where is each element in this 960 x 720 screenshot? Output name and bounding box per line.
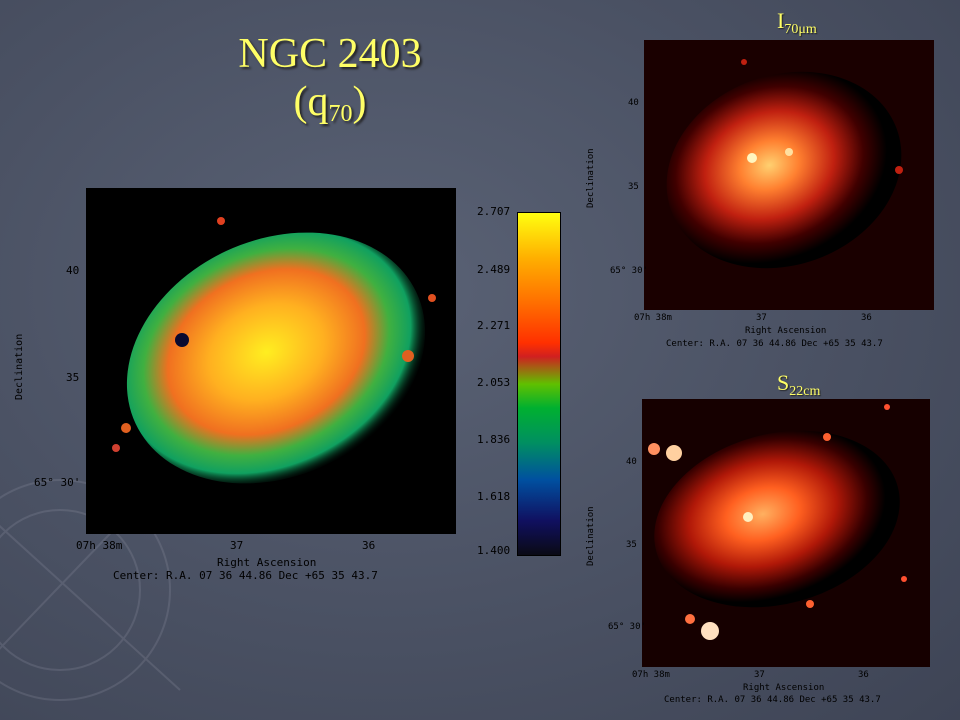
bottom-ylabel: Declination [586, 506, 596, 566]
bottom-dec-tick-30: 65° 30' [608, 622, 646, 632]
top-center-line: Center: R.A. 07 36 44.86 Dec +65 35 43.7 [666, 339, 883, 349]
main-ra-tick-36: 36 [362, 539, 376, 552]
top-ra-tick-38: 07h 38m [634, 313, 672, 323]
s22-label: S22cm [777, 370, 821, 399]
top-dec-tick-35: 35 [628, 182, 639, 192]
bottom-ra-tick-36: 36 [858, 670, 869, 680]
main-ra-tick-37: 37 [230, 539, 244, 552]
q70-map-image [86, 188, 456, 534]
top-ra-tick-37: 37 [756, 313, 767, 323]
main-center-line: Center: R.A. 07 36 44.86 Dec +65 35 43.7 [113, 569, 378, 582]
top-dec-tick-40: 40 [628, 98, 639, 108]
bottom-center-line: Center: R.A. 07 36 44.86 Dec +65 35 43.7 [664, 695, 881, 705]
colorbar-tick-3: 2.271 [477, 319, 511, 332]
q70-map-render [112, 217, 436, 484]
s22-map-render [642, 399, 930, 667]
q70-colorbar [517, 212, 561, 556]
bottom-ra-tick-37: 37 [754, 670, 765, 680]
main-dec-tick-35: 35 [66, 371, 80, 384]
colorbar-tick-2: 2.489 [477, 263, 511, 276]
top-ylabel: Declination [586, 148, 596, 208]
top-ra-tick-36: 36 [861, 313, 872, 323]
colorbar-tick-5: 1.836 [477, 433, 511, 446]
bottom-dec-tick-40: 40 [626, 457, 637, 467]
title-object: NGC 2403 [238, 31, 422, 77]
colorbar-tick-1: 2.707 [477, 205, 511, 218]
top-dec-tick-30: 65° 30' [610, 266, 648, 276]
main-xlabel: Right Ascension [217, 556, 317, 569]
bottom-xlabel: Right Ascension [743, 683, 825, 693]
slide-title: NGC 2403 (q70) [185, 30, 475, 138]
main-dec-tick-40: 40 [66, 264, 80, 277]
i70-map-render [644, 40, 934, 310]
bottom-dec-tick-35: 35 [626, 540, 637, 550]
top-xlabel: Right Ascension [745, 326, 827, 336]
colorbar-tick-6: 1.618 [477, 490, 511, 503]
main-dec-tick-30: 65° 30' [34, 476, 81, 489]
main-ylabel: Declination [14, 333, 25, 400]
i70-label: I70μm [777, 8, 817, 37]
bottom-ra-tick-38: 07h 38m [632, 670, 670, 680]
i70-map-image [644, 40, 934, 310]
main-ra-tick-38: 07h 38m [76, 539, 123, 552]
s22-map-image [642, 399, 930, 667]
title-quantity: (q70) [293, 79, 367, 127]
colorbar-tick-4: 2.053 [477, 376, 511, 389]
colorbar-tick-7: 1.400 [477, 544, 511, 557]
